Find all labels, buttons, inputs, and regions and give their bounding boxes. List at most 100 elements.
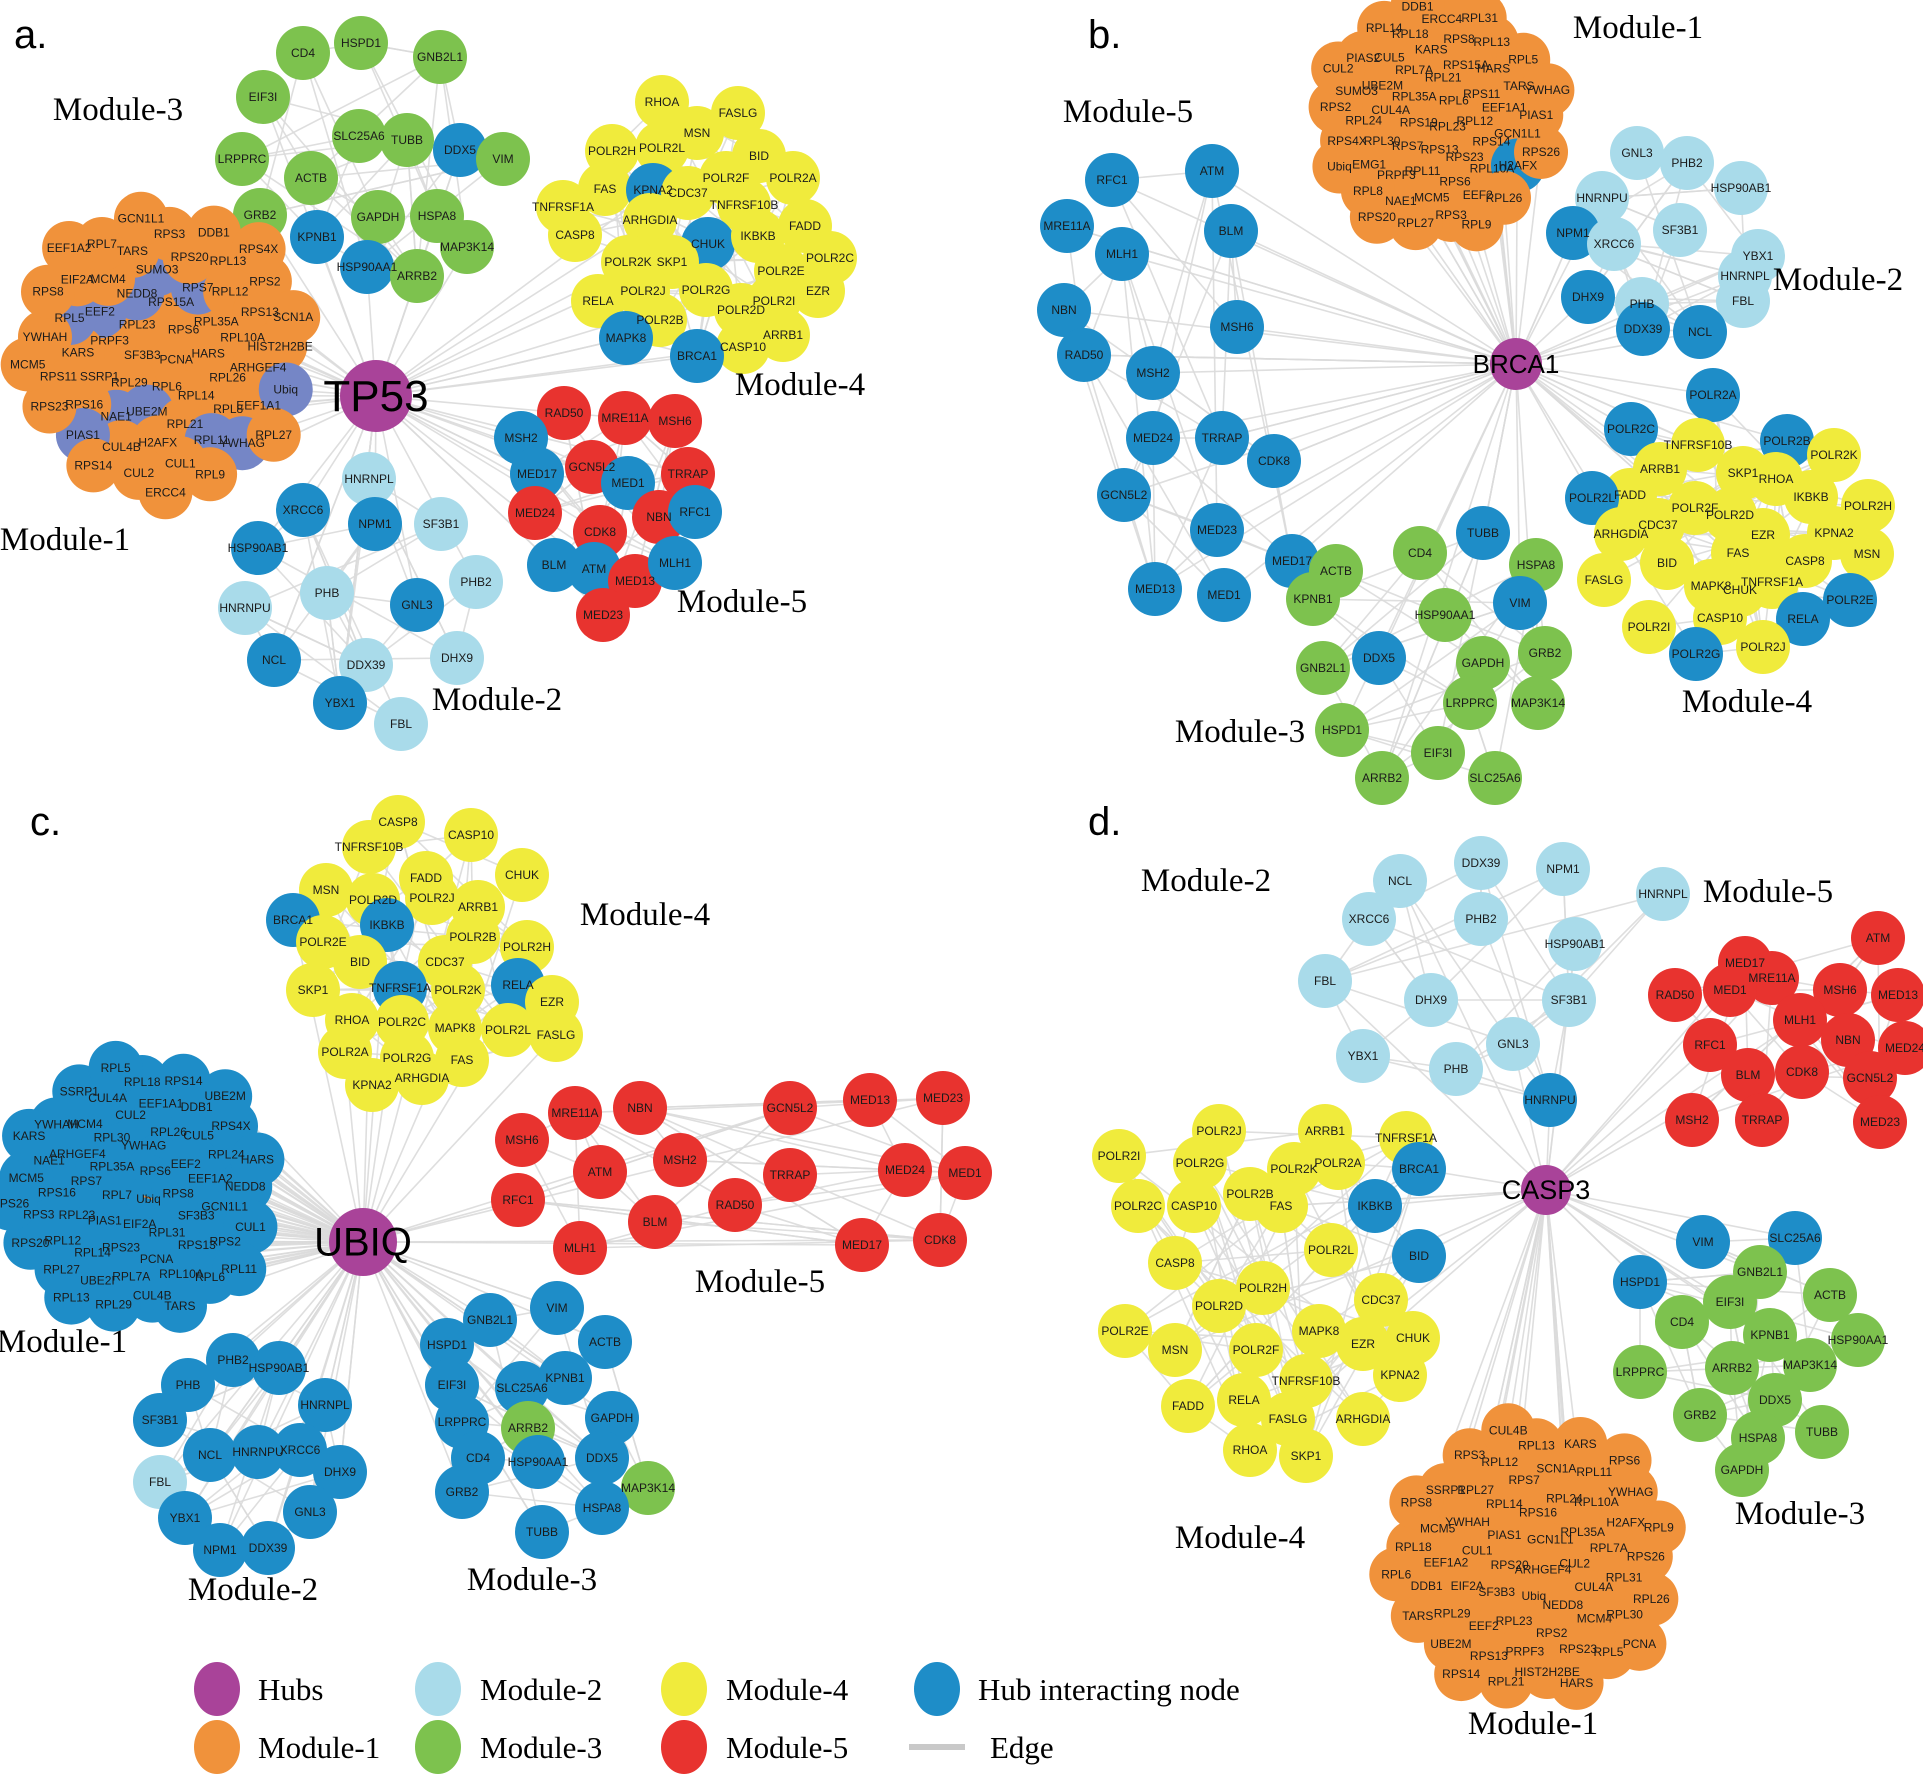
node-SKP1[interactable] bbox=[1279, 1429, 1333, 1483]
node-MRE11A[interactable] bbox=[1745, 951, 1799, 1005]
node-LRPPRC[interactable] bbox=[1613, 1345, 1667, 1399]
node-Ubiq[interactable] bbox=[258, 362, 313, 417]
node-MED24[interactable] bbox=[878, 1143, 932, 1197]
node-MAPK8[interactable] bbox=[599, 311, 653, 365]
node-IKBKB[interactable] bbox=[1348, 1179, 1402, 1233]
node-MSN[interactable] bbox=[1840, 527, 1894, 581]
node-SF3B1[interactable] bbox=[1653, 203, 1707, 257]
node-MSH2[interactable] bbox=[653, 1133, 707, 1187]
node-GCN5L2[interactable] bbox=[1843, 1051, 1897, 1105]
node-KARS[interactable] bbox=[2, 1108, 57, 1163]
node-MLH1[interactable] bbox=[1773, 993, 1827, 1047]
node-MSH2[interactable] bbox=[1665, 1093, 1719, 1147]
node-MED13[interactable] bbox=[843, 1073, 897, 1127]
node-CD4[interactable] bbox=[1393, 526, 1447, 580]
node-RPL29[interactable] bbox=[86, 1277, 141, 1332]
node-TNFRSF10B[interactable] bbox=[342, 820, 396, 874]
node-DDX5[interactable] bbox=[1352, 631, 1406, 685]
node-RAD50[interactable] bbox=[1648, 968, 1702, 1022]
node-NPM1[interactable] bbox=[1546, 206, 1600, 260]
node-CASP8[interactable] bbox=[548, 208, 602, 262]
node-NPM1[interactable] bbox=[193, 1523, 247, 1577]
node-FBL[interactable] bbox=[374, 697, 428, 751]
node-XRCC6[interactable] bbox=[273, 1423, 327, 1477]
node-TRRAP[interactable] bbox=[1735, 1093, 1789, 1147]
node-HSPA8[interactable] bbox=[575, 1481, 629, 1535]
node-NCL[interactable] bbox=[247, 633, 301, 687]
node-TRRAP[interactable] bbox=[1195, 411, 1249, 465]
node-NPM1[interactable] bbox=[1536, 842, 1590, 896]
node-MAP3K14[interactable] bbox=[1783, 1338, 1837, 1392]
node-HARS[interactable] bbox=[230, 1132, 285, 1187]
node-ACTB[interactable] bbox=[578, 1315, 632, 1369]
node-MLH1[interactable] bbox=[553, 1221, 607, 1275]
node-EZR[interactable] bbox=[1336, 1317, 1390, 1371]
node-SKP1[interactable] bbox=[286, 963, 340, 1017]
node-MED24[interactable] bbox=[1126, 411, 1180, 465]
node-RPL26[interactable] bbox=[1624, 1572, 1679, 1627]
node-TNFRSF1A[interactable] bbox=[1745, 555, 1799, 609]
node-PHB2[interactable] bbox=[1454, 892, 1508, 946]
node-BRCA1[interactable] bbox=[1392, 1142, 1446, 1196]
node-SLC25A6[interactable] bbox=[1468, 751, 1522, 805]
node-CUL2[interactable] bbox=[1311, 41, 1366, 96]
node-RPL6[interactable] bbox=[1369, 1547, 1424, 1602]
node-MED17[interactable] bbox=[835, 1218, 889, 1272]
node-DDX39[interactable] bbox=[339, 638, 393, 692]
node-PHB2[interactable] bbox=[1660, 136, 1714, 190]
node-MED17[interactable] bbox=[510, 447, 564, 501]
node-RPS2[interactable] bbox=[1308, 80, 1363, 135]
node-HSP90AA1[interactable] bbox=[340, 240, 394, 294]
node-RELA[interactable] bbox=[1217, 1373, 1271, 1427]
node-POLR2C[interactable] bbox=[1111, 1179, 1165, 1233]
node-GNL3[interactable] bbox=[1486, 1017, 1540, 1071]
node-HSP90AA1[interactable] bbox=[1831, 1313, 1885, 1367]
node-GCN5L2[interactable] bbox=[763, 1081, 817, 1135]
node-FASLG[interactable] bbox=[711, 86, 765, 140]
node-HSPD1[interactable] bbox=[334, 16, 388, 70]
node-DDX39[interactable] bbox=[241, 1521, 295, 1575]
node-BID[interactable] bbox=[333, 935, 387, 989]
node-MED23[interactable] bbox=[916, 1071, 970, 1125]
node-RAD50[interactable] bbox=[708, 1178, 762, 1232]
node-FASLG[interactable] bbox=[1577, 553, 1631, 607]
node-GNB2L1[interactable] bbox=[463, 1293, 517, 1347]
node-DHX9[interactable] bbox=[430, 631, 484, 685]
node-HSPD1[interactable] bbox=[1613, 1255, 1667, 1309]
node-PHB2[interactable] bbox=[206, 1333, 260, 1387]
node-GNL3[interactable] bbox=[1610, 126, 1664, 180]
node-HNRNPL[interactable] bbox=[298, 1378, 352, 1432]
node-FADD[interactable] bbox=[1161, 1379, 1215, 1433]
node-HNRNPL[interactable] bbox=[1636, 867, 1690, 921]
node-HNRNPU[interactable] bbox=[1523, 1073, 1577, 1127]
node-XRCC6[interactable] bbox=[1587, 217, 1641, 271]
node-BRCA1[interactable] bbox=[670, 329, 724, 383]
node-MED13[interactable] bbox=[1128, 562, 1182, 616]
hub-TP53[interactable] bbox=[340, 360, 412, 432]
node-HARS[interactable] bbox=[1549, 1655, 1604, 1710]
node-CASP10[interactable] bbox=[444, 808, 498, 862]
node-DDX39[interactable] bbox=[1454, 836, 1508, 890]
node-HSP90AB1[interactable] bbox=[231, 521, 285, 575]
node-GAPDH[interactable] bbox=[351, 190, 405, 244]
node-CDK8[interactable] bbox=[913, 1213, 967, 1267]
node-POLR2D[interactable] bbox=[1192, 1279, 1246, 1333]
node-CDC37[interactable] bbox=[1354, 1273, 1408, 1327]
node-POLR2E[interactable] bbox=[1098, 1304, 1152, 1358]
node-NBN[interactable] bbox=[613, 1081, 667, 1135]
node-RFC1[interactable] bbox=[491, 1173, 545, 1227]
node-SF3B1[interactable] bbox=[414, 497, 468, 551]
node-VIM[interactable] bbox=[1676, 1215, 1730, 1269]
node-HSP90AA1[interactable] bbox=[511, 1435, 565, 1489]
node-ERCC4[interactable] bbox=[138, 465, 193, 520]
node-DHX9[interactable] bbox=[1561, 270, 1615, 324]
node-SLC25A6[interactable] bbox=[332, 109, 386, 163]
node-RHOA[interactable] bbox=[635, 75, 689, 129]
node-FASLG[interactable] bbox=[529, 1008, 583, 1062]
node-POLR2I[interactable] bbox=[1092, 1129, 1146, 1183]
node-GNB2L1[interactable] bbox=[413, 30, 467, 84]
node-POLR2L[interactable] bbox=[481, 1003, 535, 1057]
node-POLR2G[interactable] bbox=[1669, 627, 1723, 681]
node-MED23[interactable] bbox=[1190, 503, 1244, 557]
node-ACTB[interactable] bbox=[284, 151, 338, 205]
